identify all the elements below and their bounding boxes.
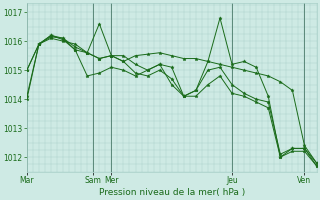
X-axis label: Pression niveau de la mer( hPa ): Pression niveau de la mer( hPa ): [99, 188, 245, 197]
